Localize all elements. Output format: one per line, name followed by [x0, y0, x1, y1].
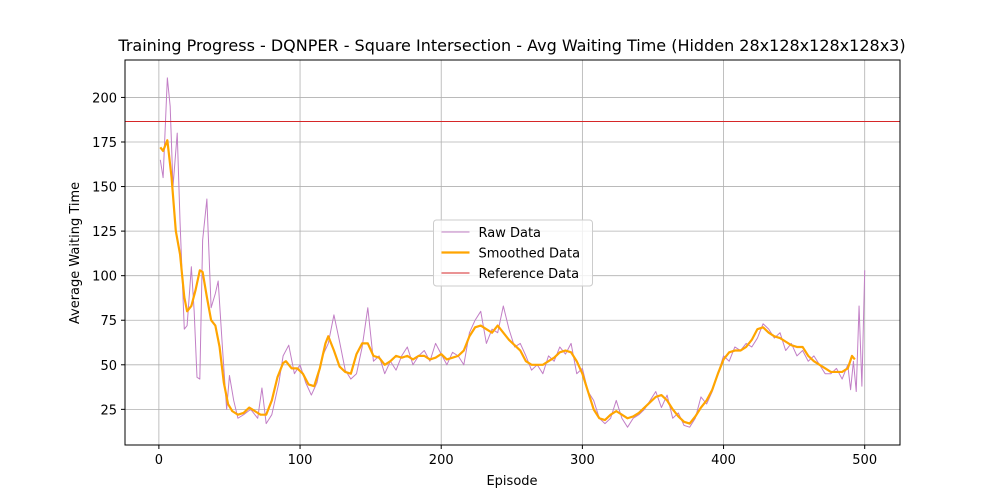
y-tick-label: 175: [92, 136, 117, 151]
x-axis-label: Episode: [486, 474, 537, 489]
y-tick-label: 50: [100, 359, 117, 374]
data-line: [159, 139, 856, 425]
plot: [125, 77, 900, 428]
legend-label: Smoothed Data: [479, 247, 581, 262]
x-tick-label: 100: [288, 453, 313, 468]
legend-label: Reference Data: [479, 267, 580, 282]
x-tick-label: 400: [711, 453, 736, 468]
y-tick-label: 125: [92, 225, 117, 240]
axes-frame: [124, 59, 901, 446]
legend-box: [433, 219, 593, 287]
chart-title: Training Progress - DQNPER - Square Inte…: [117, 36, 905, 55]
data-line: [159, 77, 866, 428]
legend: Raw Data Smoothed Data Reference Data: [433, 219, 593, 287]
y-axis-label: Average Waiting Time: [68, 182, 83, 324]
y-tick-label: 75: [100, 314, 117, 329]
x-tick-label: 0: [155, 453, 163, 468]
y-tick-label: 25: [100, 403, 117, 418]
x-tick-label: 200: [429, 453, 454, 468]
y-tick-label: 100: [92, 270, 117, 285]
x-tick-label: 300: [570, 453, 595, 468]
x-tick-label: 500: [852, 453, 877, 468]
y-tick-label: 200: [92, 91, 117, 106]
y-tick-label: 150: [92, 181, 117, 196]
legend-label: Raw Data: [479, 226, 542, 241]
